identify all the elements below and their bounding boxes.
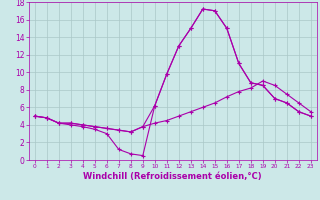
- X-axis label: Windchill (Refroidissement éolien,°C): Windchill (Refroidissement éolien,°C): [84, 172, 262, 181]
